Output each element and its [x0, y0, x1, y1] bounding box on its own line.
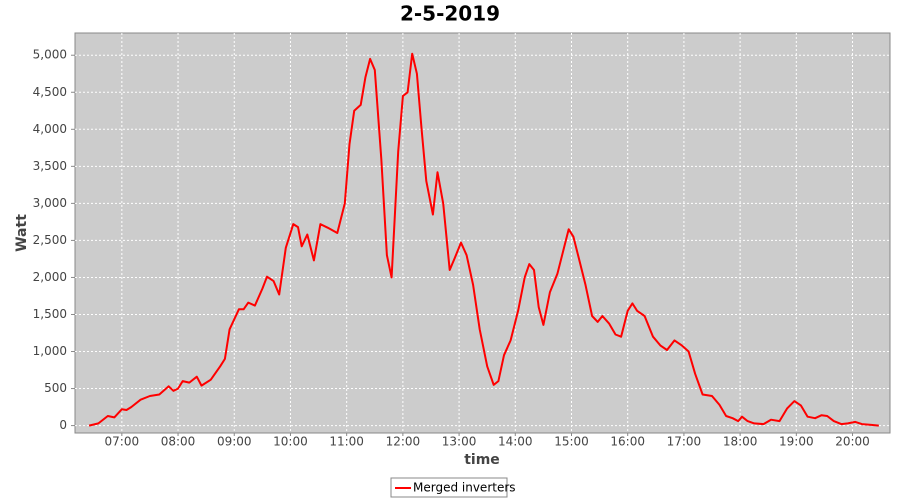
x-tick-label: 18:00	[723, 435, 758, 449]
y-tick-label: 500	[44, 381, 67, 395]
x-tick-label: 12:00	[386, 435, 421, 449]
y-tick-label: 3,500	[33, 159, 67, 173]
y-tick-label: 4,000	[33, 122, 67, 136]
x-tick-label: 13:00	[442, 435, 477, 449]
y-tick-label: 2,000	[33, 270, 67, 284]
x-tick-label: 08:00	[161, 435, 196, 449]
y-tick-label: 1,000	[33, 344, 67, 358]
legend-label: Merged inverters	[413, 481, 516, 495]
data-line	[88, 52, 879, 427]
x-tick-label: 15:00	[554, 435, 589, 449]
y-tick-label: 3,000	[33, 196, 67, 210]
x-tick-label: 17:00	[667, 435, 702, 449]
y-tick-label: 4,500	[33, 85, 67, 99]
x-tick-label: 19:00	[779, 435, 814, 449]
y-axis-label: Watt	[14, 214, 30, 252]
x-tick-label: 14:00	[498, 435, 533, 449]
x-tick-label: 20:00	[835, 435, 870, 449]
x-tick-label: 10:00	[273, 435, 308, 449]
y-tick-label: 0	[59, 418, 67, 432]
x-tick-label: 11:00	[329, 435, 364, 449]
plot-area	[74, 32, 891, 434]
chart-title: 2-5-2019	[400, 2, 500, 26]
x-tick-label: 07:00	[105, 435, 140, 449]
legend	[390, 477, 508, 498]
x-tick-label: 09:00	[217, 435, 252, 449]
y-tick-label: 5,000	[33, 48, 67, 62]
x-tick-label: 16:00	[610, 435, 645, 449]
y-tick-label: 1,500	[33, 307, 67, 321]
y-tick-label: 2,500	[33, 233, 67, 247]
x-axis-label: time	[464, 452, 500, 468]
